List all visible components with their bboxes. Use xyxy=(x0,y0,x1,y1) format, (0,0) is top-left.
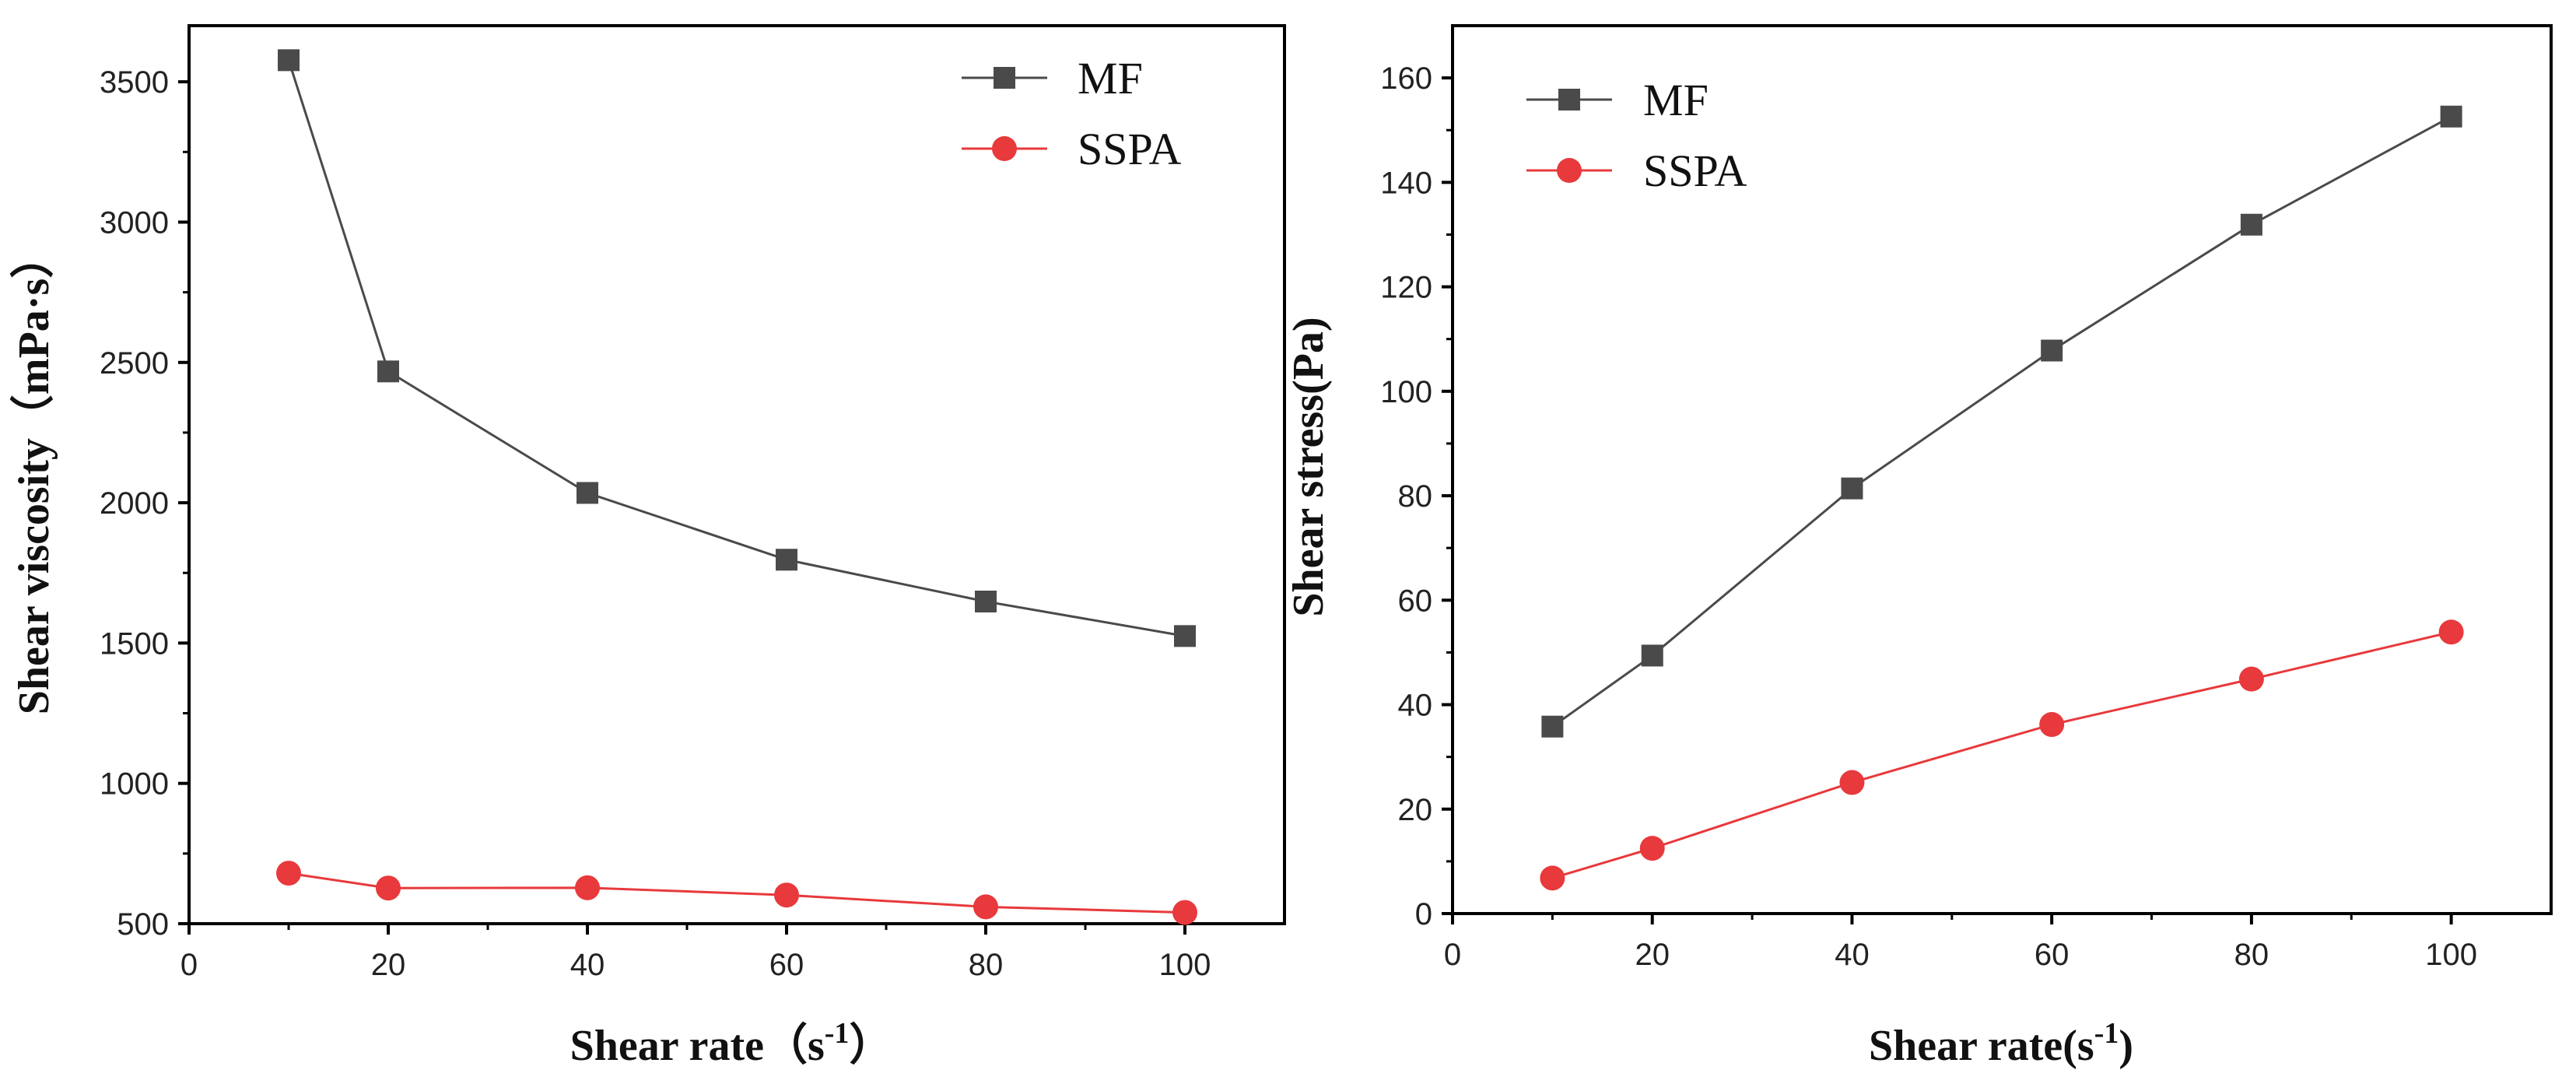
data-point-mf xyxy=(2041,339,2063,362)
y-tick-label: 0 xyxy=(1415,897,1432,931)
y-tick-label: 3500 xyxy=(100,65,169,100)
data-point-mf xyxy=(776,549,797,571)
data-point-mf xyxy=(1841,477,1863,500)
data-point-mf xyxy=(2240,213,2262,236)
data-point-sspa xyxy=(973,894,998,920)
legend-marker-sspa xyxy=(1557,158,1582,183)
y-tick-label: 40 xyxy=(1398,689,1433,723)
data-point-sspa xyxy=(774,882,799,908)
x-tick-label: 40 xyxy=(1835,938,1870,972)
data-point-mf xyxy=(278,49,300,72)
x-tick-label: 80 xyxy=(2234,938,2269,972)
x-tick-label: 40 xyxy=(570,948,605,982)
x-tick-label: 100 xyxy=(1159,948,1211,982)
y-tick-label: 120 xyxy=(1380,271,1432,305)
legend: MF SSPA xyxy=(962,53,1181,174)
y-tick-label: 60 xyxy=(1398,584,1433,618)
y-axis-title: Shear viscosity（mPa·s） xyxy=(9,235,58,715)
y-tick-label: 1500 xyxy=(100,626,169,661)
data-point-sspa xyxy=(1540,865,1565,891)
data-point-sspa xyxy=(2238,666,2264,692)
data-point-mf xyxy=(1541,715,1564,738)
x-axis-title: Shear rate（s-1） xyxy=(570,1017,893,1070)
y-axis-title: Shear stress(Pa) xyxy=(1284,317,1333,616)
chart-panel-1: 0 20 40 60 80 100 500 1000 1500 2000 2500 3000 3500 M… xyxy=(9,24,1286,1070)
data-point-sspa xyxy=(1639,836,1665,861)
x-tick-label: 60 xyxy=(769,948,804,982)
legend-label-sspa: SSPA xyxy=(1078,124,1181,174)
y-tick-label: 160 xyxy=(1380,61,1432,96)
data-point-mf xyxy=(1641,644,1663,667)
data-point-sspa xyxy=(2438,619,2464,645)
x-tick-label: 60 xyxy=(2035,938,2070,972)
chart-panel-2: 0 20 40 60 80 100 0 20 40 60 80 100 120 140 160 MF SSPA S… xyxy=(1284,24,2553,1070)
y-tick-label: 100 xyxy=(1380,375,1432,409)
x-tick-label: 0 xyxy=(180,948,198,982)
y-tick-label: 3000 xyxy=(100,205,169,240)
data-point-sspa xyxy=(276,861,301,886)
data-point-sspa xyxy=(1172,900,1197,925)
series-line-mf xyxy=(287,59,1186,637)
legend-marker-mf xyxy=(1558,89,1580,111)
legend-marker-mf xyxy=(994,67,1015,89)
series-line-mf xyxy=(1551,115,2452,728)
legend-label-mf: MF xyxy=(1078,53,1143,103)
plot-frame xyxy=(1451,24,2553,915)
data-point-sspa xyxy=(2039,712,2065,738)
x-tick-label: 20 xyxy=(1635,938,1670,972)
data-point-mf xyxy=(975,591,997,613)
x-tick-label: 0 xyxy=(1444,938,1461,972)
data-point-sspa xyxy=(1839,770,1865,795)
y-tick-label: 500 xyxy=(117,907,169,942)
x-tick-label: 20 xyxy=(371,948,406,982)
series-line-sspa xyxy=(288,872,1186,914)
data-point-mf xyxy=(377,360,399,383)
series-line-sspa xyxy=(1551,630,2452,879)
legend-label-sspa: SSPA xyxy=(1643,146,1747,196)
data-point-mf xyxy=(1174,625,1196,647)
data-point-mf xyxy=(2440,105,2462,128)
x-axis-title: Shear rate(s-1) xyxy=(1869,1017,2133,1070)
legend: MF SSPA xyxy=(1526,75,1747,196)
data-point-mf xyxy=(577,482,598,504)
y-tick-label: 1000 xyxy=(100,767,169,802)
y-tick-label: 2000 xyxy=(100,486,169,521)
y-tick-label: 80 xyxy=(1398,479,1433,514)
y-tick-label: 20 xyxy=(1398,793,1433,827)
x-tick-label: 80 xyxy=(969,948,1004,982)
plot-frame xyxy=(188,24,1286,925)
legend-label-mf: MF xyxy=(1643,75,1709,125)
data-point-sspa xyxy=(575,875,600,900)
y-tick-label: 140 xyxy=(1380,166,1432,200)
legend-marker-sspa xyxy=(992,136,1017,161)
data-point-sspa xyxy=(376,875,401,901)
x-tick-label: 100 xyxy=(2425,938,2477,972)
y-tick-label: 2500 xyxy=(100,346,169,381)
